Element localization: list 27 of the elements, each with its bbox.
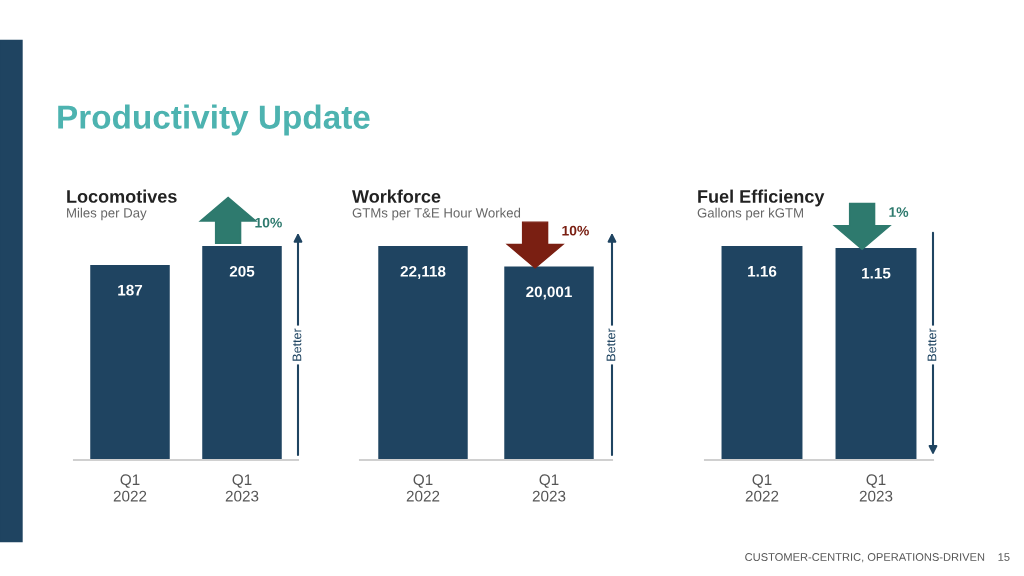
text: Productivity Update — [58, 104, 370, 136]
x-tick-label: Q1 2023 — [225, 474, 259, 502]
chart-title: Workforce — [352, 189, 441, 203]
data-label: 205 — [229, 265, 255, 277]
chart-subtitle: Gallons per kGTM — [697, 207, 803, 221]
x-tick-label: Q1 2022 — [406, 474, 440, 502]
x-tick-label: Q1 2023 — [532, 474, 566, 502]
annotation: 10% — [562, 225, 589, 236]
data-label: 1.16 — [748, 265, 777, 277]
chart-subtitle: Miles per Day — [67, 207, 147, 221]
chart-title: Fuel Efficiency — [698, 189, 825, 207]
data-label: 22,118 — [400, 265, 446, 279]
chart-subtitle: GTMs per T&E Hour Worked — [352, 207, 521, 221]
x-tick-label: Q1 2023 — [859, 474, 893, 502]
text: CUSTOMER-CENTRIC, OPERATIONS-DRIVEN — [745, 553, 985, 563]
data-label: 20,001 — [526, 286, 572, 300]
annotation: Better — [292, 328, 302, 361]
text: 15 — [998, 553, 1010, 561]
x-tick-label: Q1 2022 — [745, 474, 779, 502]
x-tick-label: Q1 2022 — [113, 474, 147, 502]
chart-title: Locomotives — [67, 189, 177, 203]
annotation: 1% — [889, 207, 909, 217]
annotation: Better — [927, 328, 937, 361]
data-label: 1.15 — [862, 267, 891, 279]
data-label: 187 — [118, 284, 143, 296]
annotation: Better — [606, 328, 616, 361]
annotation: 10% — [255, 217, 282, 228]
